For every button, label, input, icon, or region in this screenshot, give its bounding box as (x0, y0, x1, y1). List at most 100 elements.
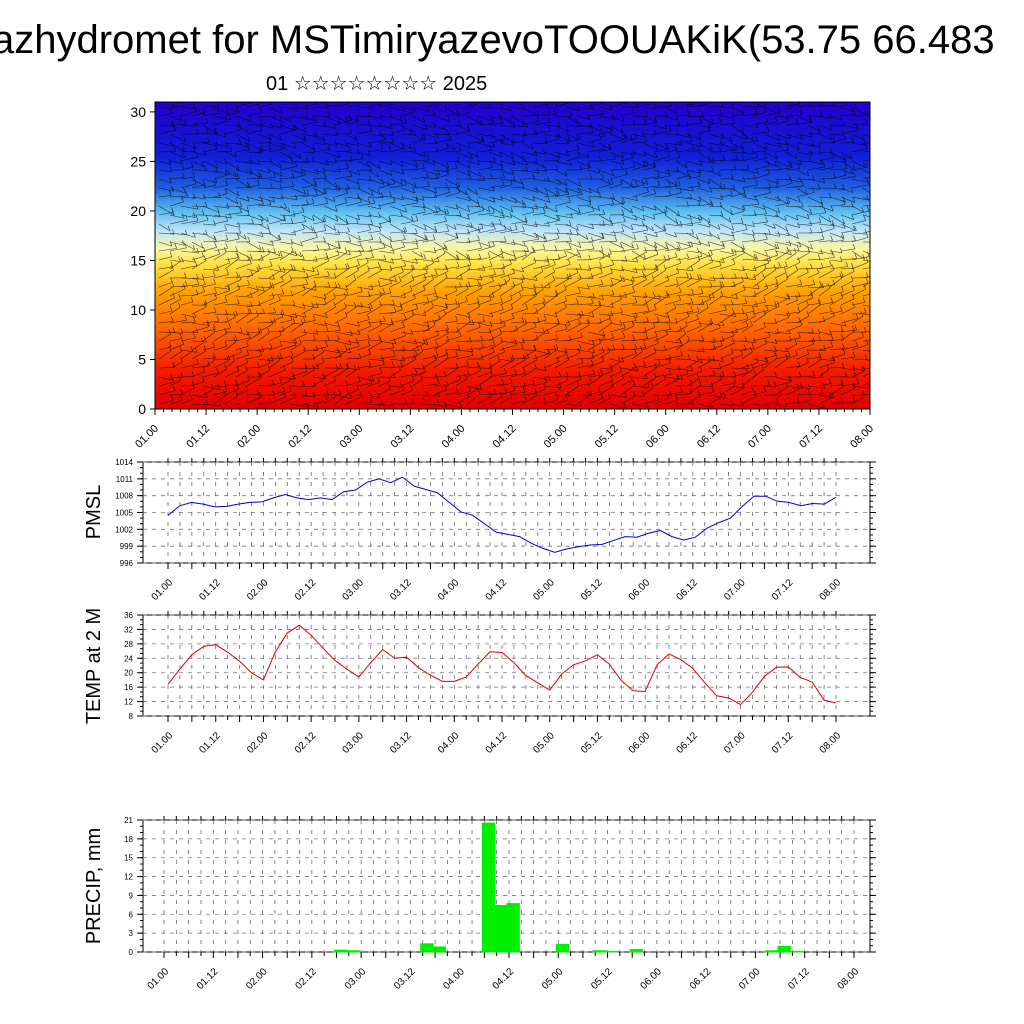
wind-barb (653, 378, 666, 387)
wind-barb-flag (425, 339, 429, 345)
wind-barb-flag (433, 288, 437, 294)
wind-barb (169, 393, 183, 396)
y-tick-label: 996 (120, 559, 134, 568)
wind-barb-flag (623, 322, 626, 328)
y-tick-label: 25 (130, 153, 146, 169)
wind-barb (609, 102, 627, 108)
wind-barb-flag (613, 153, 617, 160)
wind-barb (257, 312, 276, 315)
wind-barb (323, 246, 341, 252)
wind-barb-flag (531, 246, 535, 252)
wind-barb-flag (698, 321, 702, 327)
wind-barb (411, 133, 424, 140)
wind-barb-flag (369, 397, 373, 403)
wind-barb (191, 322, 210, 326)
wind-barb-flag (477, 301, 480, 307)
wind-barb (554, 201, 571, 207)
wind-barb (323, 339, 340, 342)
wind-barb-flag (337, 321, 340, 327)
wind-barb-flag (416, 345, 420, 351)
wind-barb (631, 347, 646, 351)
wind-barb-flag (877, 139, 879, 144)
wind-barb-flag (184, 118, 187, 125)
wind-barb-flag (721, 321, 725, 327)
wind-barb (598, 178, 611, 185)
wind-barb-flag (721, 281, 725, 287)
wind-barb (664, 376, 683, 380)
wind-barb-flag (599, 300, 602, 306)
wind-barb (631, 394, 645, 397)
wind-barb-flag (708, 251, 711, 258)
wind-barb (554, 151, 569, 156)
wind-barb-flag (877, 225, 879, 230)
wind-barb-flag (542, 162, 545, 169)
wind-barb-flag (312, 392, 316, 398)
wind-barb-flag (415, 350, 418, 356)
y-tick-label: 1002 (115, 525, 133, 534)
wind-barb (631, 275, 645, 279)
wind-barb (224, 360, 235, 369)
wind-barb-flag (509, 258, 512, 265)
wind-barb (180, 349, 198, 353)
wind-barb (334, 187, 350, 190)
wind-barb-flag (666, 393, 669, 399)
wind-barb (598, 367, 613, 370)
x-tick-label: 01.00 (150, 577, 176, 603)
wind-barb-flag (382, 359, 385, 365)
wind-barb-flag (213, 180, 216, 186)
wind-barb (301, 160, 315, 163)
wind-barb (312, 187, 326, 195)
wind-barb-flag (535, 334, 539, 341)
wind-barb (565, 133, 579, 140)
wind-barb (708, 142, 723, 146)
wind-barb-flag (564, 296, 568, 302)
wind-barb (235, 196, 250, 202)
wind-barb-flag (502, 134, 506, 140)
wind-barb-flag (532, 173, 535, 179)
wind-barb (642, 296, 656, 306)
wind-barb (455, 300, 468, 306)
wind-barb-flag (413, 146, 416, 152)
wind-barb-flag (289, 314, 293, 320)
wind-barb (653, 142, 669, 150)
wind-barb-flag (257, 172, 261, 178)
wind-barb (158, 142, 174, 147)
wind-barb (697, 295, 715, 298)
wind-barb-flag (446, 226, 450, 232)
wind-barb (301, 268, 315, 273)
wind-barb (587, 138, 602, 144)
wind-barb (620, 367, 636, 378)
wind-barb-flag (434, 138, 438, 144)
wind-barb-flag (685, 163, 688, 169)
wind-barb-flag (576, 230, 579, 236)
wind-barb-flag (536, 168, 540, 174)
wind-barb (334, 167, 349, 171)
wind-barb (620, 283, 634, 288)
wind-barb-flag (229, 212, 232, 219)
wind-barb-flag (711, 201, 714, 207)
wind-barb-flag (404, 398, 408, 405)
wind-barb (609, 160, 625, 165)
wind-barb-flag (673, 303, 677, 309)
wind-barb-flag (875, 311, 877, 316)
wind-barb-flag (391, 258, 394, 264)
wind-barb (389, 184, 407, 189)
wind-barb-flag (666, 275, 670, 281)
wind-barb (400, 111, 415, 117)
wind-barb-flag (668, 181, 671, 187)
wind-barb-flag (226, 316, 229, 322)
wind-barb (510, 357, 529, 360)
wind-barb (290, 403, 309, 408)
wind-barb (378, 201, 396, 207)
wind-barb (268, 345, 282, 351)
wind-barb (488, 115, 501, 120)
wind-barb-flag (555, 291, 558, 297)
wind-barb (323, 349, 340, 354)
wind-barb-flag (195, 215, 199, 221)
wind-barb (202, 311, 217, 315)
wind-barb-flag (503, 368, 507, 374)
wind-barb (653, 279, 669, 288)
wind-barb (686, 395, 701, 405)
wind-barb-flag (249, 253, 253, 259)
wind-barb-flag (278, 265, 282, 271)
